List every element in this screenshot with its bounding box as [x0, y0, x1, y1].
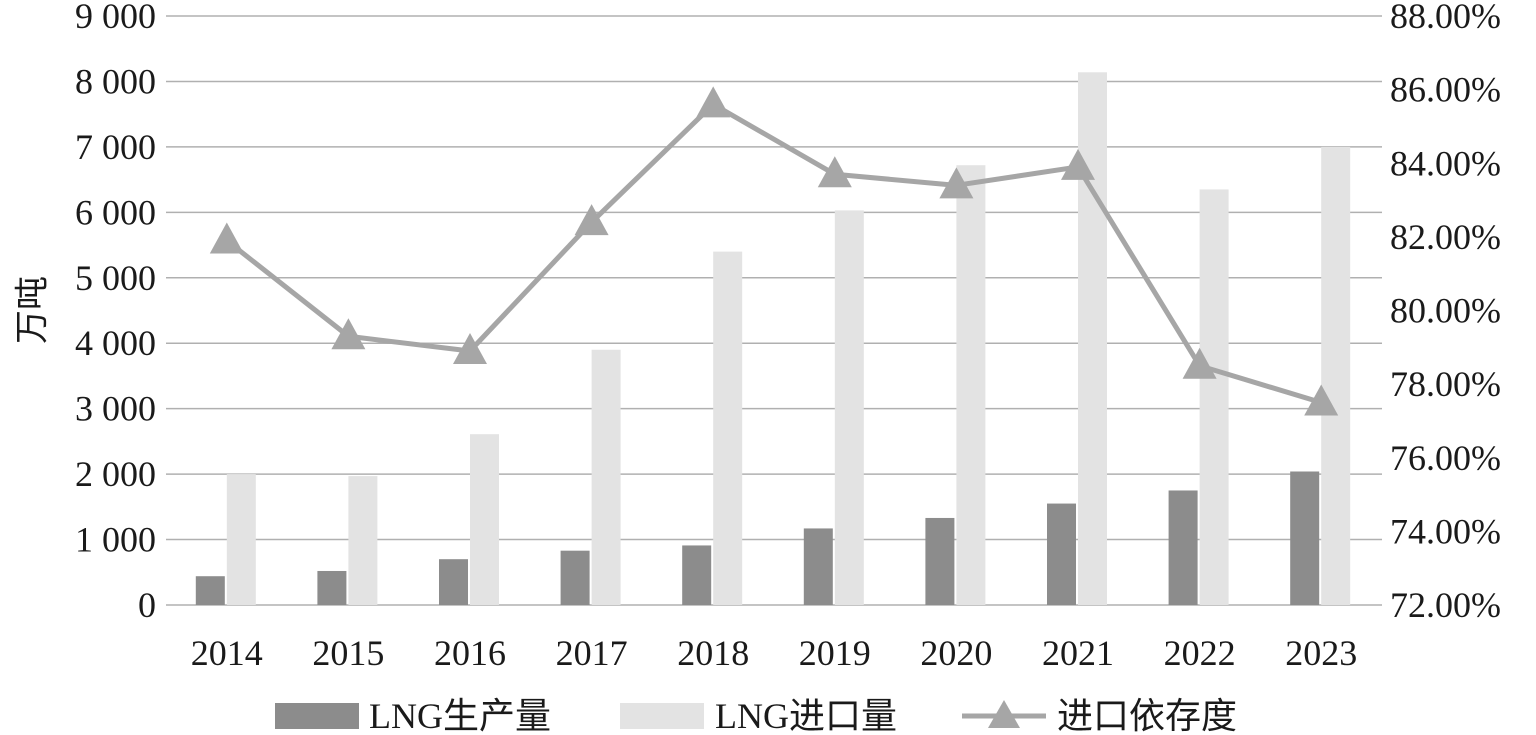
dependency-marker [817, 156, 852, 188]
bar-production [682, 545, 712, 605]
bar-import [713, 251, 743, 605]
right-axis-ticks: 72.00% 74.00% 76.00% 78.00% 80.00% 82.00% 84.0… [1390, 0, 1501, 625]
x-tick-label: 2018 [677, 633, 749, 673]
x-tick-label: 2022 [1164, 633, 1236, 673]
legend-marker-dependency [988, 700, 1020, 728]
dependency-marker [1061, 148, 1095, 180]
y-tick-label: 8 000 [75, 61, 156, 101]
y-tick-label: 7 000 [75, 127, 156, 167]
bar-production [560, 550, 590, 605]
y-tick-label: 5 000 [75, 258, 156, 298]
y-tick-label: 9 000 [75, 0, 156, 36]
bar-production [1047, 503, 1076, 605]
y2-tick-label: 84.00% [1390, 143, 1501, 183]
y-tick-label: 0 [138, 585, 156, 625]
y-tick-label: 4 000 [75, 323, 156, 363]
y-tick-label: 3 000 [75, 389, 156, 429]
bar-import [226, 474, 256, 605]
legend-swatch-import [620, 703, 704, 729]
legend: LNG生产量 LNG进口量 进口依存度 [275, 696, 1237, 735]
dependency-marker [574, 204, 609, 236]
legend-label-import: LNG进口量 [715, 696, 897, 735]
y-tick-label: 1 000 [75, 520, 156, 560]
x-tick-label: 2014 [191, 633, 263, 673]
bar-import [591, 349, 621, 605]
y2-tick-label: 88.00% [1390, 0, 1501, 36]
dependency-line [209, 86, 1339, 416]
y2-tick-label: 80.00% [1390, 291, 1501, 331]
x-tick-label: 2016 [434, 633, 506, 673]
y2-tick-label: 86.00% [1390, 70, 1501, 110]
bar-import [1199, 189, 1229, 605]
dependency-marker [331, 318, 366, 350]
dependency-marker [696, 86, 731, 118]
y-tick-label: 2 000 [75, 454, 156, 494]
bar-import [348, 476, 378, 605]
bar-production [317, 570, 347, 605]
bar-import [834, 210, 864, 605]
bar-production [1290, 471, 1320, 605]
bar-import [1078, 72, 1107, 605]
x-axis-ticks: 2014 2015 2016 2017 2018 2019 2020 2021 2022 2023 [191, 633, 1357, 673]
x-tick-label: 2017 [556, 633, 628, 673]
x-tick-label: 2020 [920, 633, 992, 673]
x-tick-label: 2019 [799, 633, 871, 673]
x-tick-label: 2023 [1285, 633, 1357, 673]
dependency-line-path [225, 101, 1322, 405]
bar-production [803, 528, 833, 605]
dependency-marker [1182, 347, 1217, 379]
bar-production [439, 559, 468, 605]
legend-swatch-production [275, 703, 359, 729]
bar-production [925, 517, 955, 605]
y-tick-label: 6 000 [75, 192, 156, 232]
x-tick-label: 2021 [1042, 633, 1114, 673]
dependency-marker [939, 167, 974, 199]
bar-production [1168, 490, 1198, 605]
y2-tick-label: 78.00% [1390, 364, 1501, 404]
y2-tick-label: 74.00% [1390, 511, 1501, 551]
dependency-marker [1304, 384, 1339, 416]
y2-tick-label: 72.00% [1390, 585, 1501, 625]
x-tick-label: 2015 [312, 633, 384, 673]
dependency-marker [453, 332, 487, 364]
dependency-marker [209, 222, 244, 254]
bar-import [1321, 146, 1351, 605]
y-axis-title: 万吨 [13, 276, 53, 344]
bar-production [195, 576, 225, 605]
legend-label-dependency: 进口依存度 [1057, 696, 1237, 735]
y2-tick-label: 82.00% [1390, 217, 1501, 257]
legend-label-production: LNG生产量 [369, 696, 551, 735]
left-axis-ticks: 0 1 000 2 000 3 000 4 000 5 000 6 000 7 000 8 00… [75, 0, 156, 625]
bar-import [470, 434, 499, 605]
y2-tick-label: 76.00% [1390, 438, 1501, 478]
bar-import [956, 165, 986, 606]
